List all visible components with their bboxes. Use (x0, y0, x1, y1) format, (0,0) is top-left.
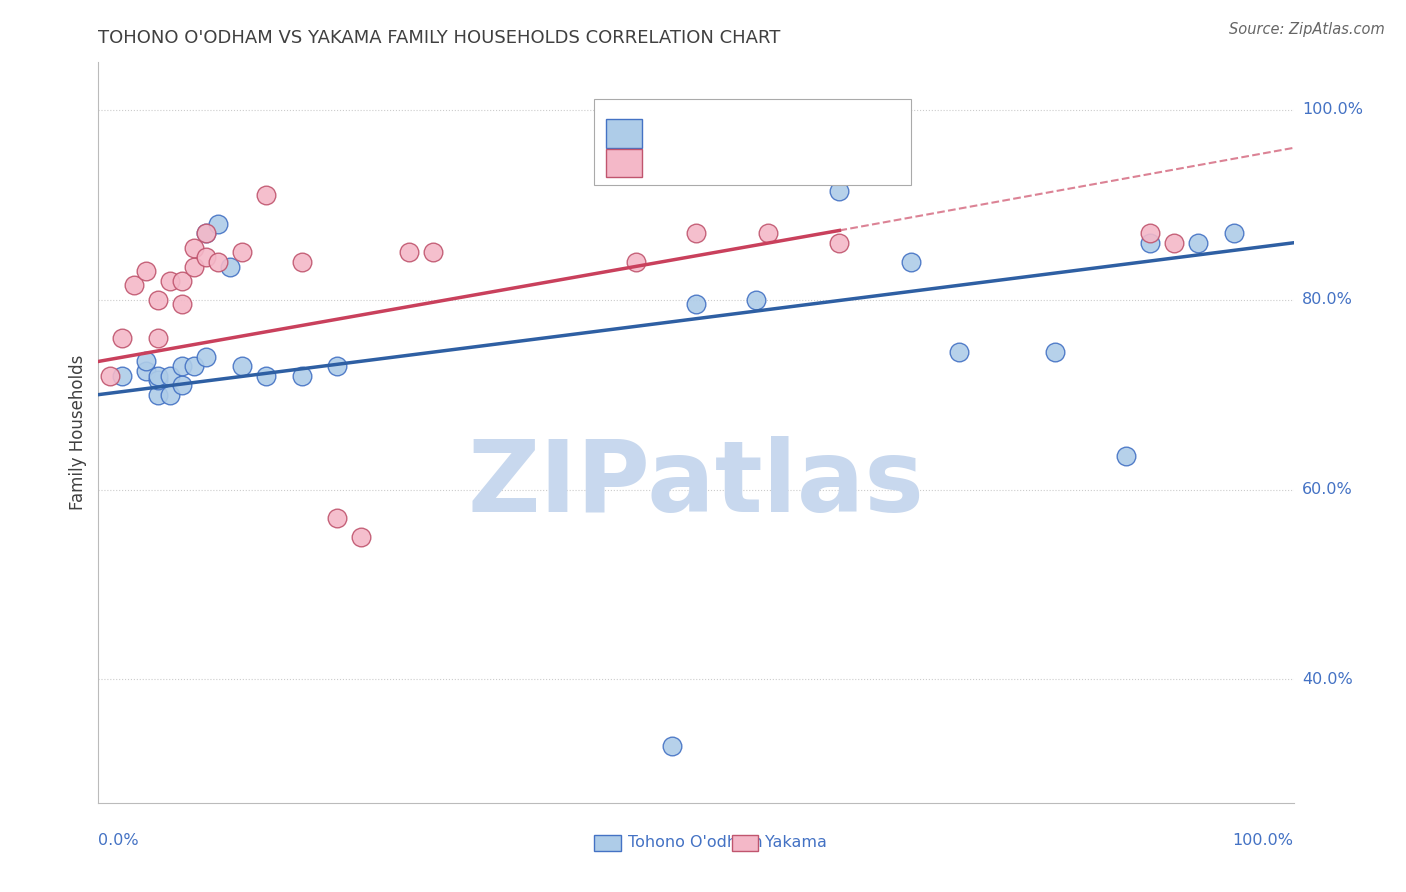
Point (195, 227, 218, 241)
Point (254, 188, 277, 202)
Bar (733, 835, 758, 851)
Point (207, 254, 229, 268)
Text: Yakama: Yakama (765, 835, 827, 850)
Text: 80.0%: 80.0% (1302, 293, 1353, 307)
Point (661, 739, 683, 753)
Bar (595, 835, 620, 851)
Point (685, 297, 707, 311)
Point (183, 260, 205, 274)
Text: TOHONO O'ODHAM VS YAKAMA FAMILY HOUSEHOLDS CORRELATION CHART: TOHONO O'ODHAM VS YAKAMA FAMILY HOUSEHOL… (98, 29, 780, 47)
Point (948, 345, 970, 359)
Text: 0.0%: 0.0% (98, 833, 139, 848)
Text: R =  0.340: R = 0.340 (657, 125, 745, 143)
Text: N =  30: N = 30 (786, 125, 849, 143)
Point (1043, 345, 1066, 359)
Point (756, 227, 779, 241)
Point (172, 274, 194, 288)
Point (183, 359, 205, 374)
Point (422, 245, 444, 260)
Point (124, 278, 146, 293)
Point (159, 387, 181, 401)
Point (111, 368, 134, 383)
Point (231, 245, 253, 260)
Text: 60.0%: 60.0% (1302, 482, 1353, 497)
Text: R =  0.417: R = 0.417 (657, 154, 745, 172)
Point (195, 250, 218, 264)
Text: Tohono O'odham: Tohono O'odham (628, 835, 762, 850)
Point (148, 331, 170, 345)
Point (159, 368, 181, 383)
FancyBboxPatch shape (595, 99, 911, 185)
Point (135, 354, 157, 368)
Text: 100.0%: 100.0% (1233, 833, 1294, 848)
Point (219, 260, 242, 274)
Point (1115, 450, 1137, 464)
Point (828, 235, 851, 250)
Point (900, 254, 922, 268)
Point (135, 364, 157, 378)
Point (350, 530, 373, 544)
Point (159, 274, 181, 288)
Point (148, 293, 170, 307)
Point (626, 254, 648, 268)
Point (398, 245, 420, 260)
Point (1187, 235, 1209, 250)
Point (148, 387, 170, 401)
Text: N =  27: N = 27 (786, 154, 849, 172)
Point (326, 359, 349, 374)
Text: 100.0%: 100.0% (1302, 103, 1362, 118)
Point (745, 293, 768, 307)
Point (148, 368, 170, 383)
Point (291, 254, 314, 268)
Point (1139, 235, 1161, 250)
Text: 40.0%: 40.0% (1302, 672, 1353, 687)
Point (1139, 227, 1161, 241)
Bar (606, 120, 643, 147)
Point (326, 511, 349, 525)
Y-axis label: Family Households: Family Households (69, 355, 87, 510)
Point (148, 373, 170, 387)
Point (207, 217, 229, 231)
Point (254, 368, 277, 383)
Bar (606, 149, 643, 178)
Point (183, 240, 205, 255)
Point (195, 227, 218, 241)
Point (195, 350, 218, 364)
Text: Source: ZipAtlas.com: Source: ZipAtlas.com (1229, 22, 1385, 37)
Point (685, 227, 707, 241)
Text: ZIPatlas: ZIPatlas (468, 436, 924, 533)
Point (172, 359, 194, 374)
Point (1223, 227, 1246, 241)
Point (172, 297, 194, 311)
Point (172, 378, 194, 392)
Point (111, 331, 134, 345)
Point (1163, 235, 1185, 250)
Point (135, 264, 157, 278)
Point (98, 368, 122, 383)
Point (231, 359, 253, 374)
Point (828, 184, 851, 198)
Point (291, 368, 314, 383)
